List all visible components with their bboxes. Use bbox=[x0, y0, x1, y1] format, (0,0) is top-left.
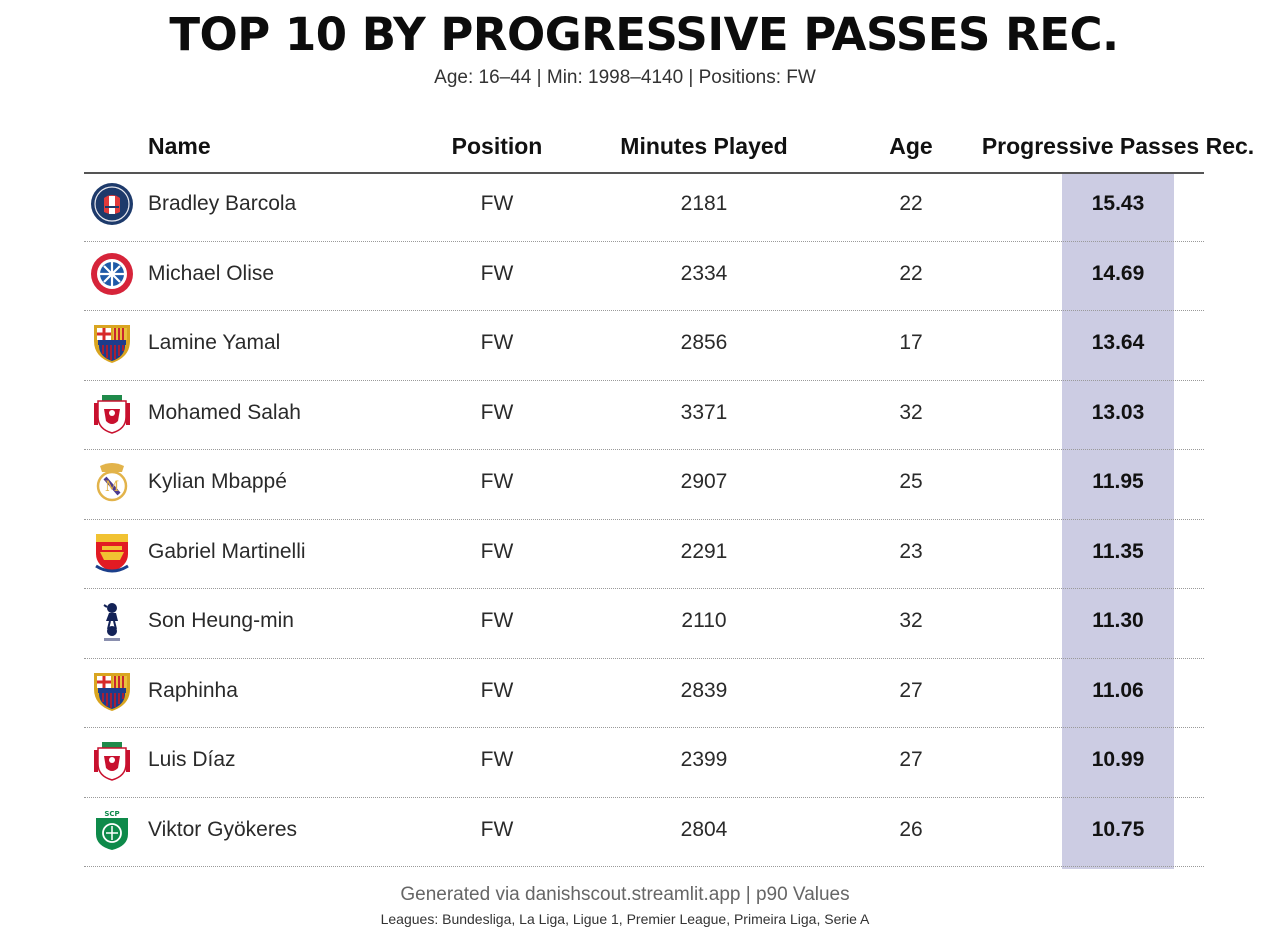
row-separator bbox=[84, 240, 1204, 242]
minutes-played: 2291 bbox=[680, 539, 728, 563]
player-position: FW bbox=[480, 192, 514, 215]
column-header-name: Name bbox=[148, 133, 211, 159]
player-name: Son Heung-min bbox=[148, 609, 294, 632]
real-madrid-crest-icon: M bbox=[90, 460, 134, 504]
column-header-progressive-passes: Progressive Passes Rec. bbox=[981, 133, 1255, 159]
player-position: FW bbox=[480, 678, 514, 702]
header-rule bbox=[84, 172, 1204, 174]
player-age: 22 bbox=[899, 261, 923, 285]
minutes-played: 2399 bbox=[680, 748, 728, 771]
player-name: Gabriel Martinelli bbox=[148, 539, 306, 563]
svg-text:SCP: SCP bbox=[104, 810, 119, 818]
table-row: M Kylian Mbappé FW 2907 25 11.95 bbox=[0, 450, 1280, 520]
progressive-passes-value: 11.30 bbox=[1092, 609, 1144, 632]
progressive-passes-value: 14.69 bbox=[1091, 261, 1145, 285]
column-header-position: Position bbox=[451, 133, 543, 159]
footer-leagues: Leagues: Bundesliga, La Liga, Ligue 1, P… bbox=[380, 911, 870, 927]
player-age: 32 bbox=[899, 609, 923, 632]
minutes-played: 2907 bbox=[680, 470, 728, 493]
column-header-age: Age bbox=[889, 133, 933, 159]
minutes-played: 2804 bbox=[680, 817, 728, 841]
table-row: Son Heung-min FW 2110 32 11.30 bbox=[0, 589, 1280, 659]
table-row: Raphinha FW 2839 27 11.06 bbox=[0, 659, 1280, 728]
player-name: Luis Díaz bbox=[148, 748, 236, 771]
minutes-played: 2110 bbox=[681, 609, 727, 632]
player-name: Michael Olise bbox=[148, 261, 275, 285]
chart-subtitle: Age: 16–44 | Min: 1998–4140 | Positions:… bbox=[434, 67, 816, 88]
player-position: FW bbox=[480, 400, 514, 424]
player-name: Mohamed Salah bbox=[148, 400, 301, 424]
bayern-crest-icon bbox=[90, 252, 134, 296]
minutes-played: 2856 bbox=[680, 331, 728, 354]
column-header-minutes: Minutes Played bbox=[620, 133, 788, 159]
player-name: Kylian Mbappé bbox=[148, 470, 287, 493]
player-name: Viktor Gyökeres bbox=[148, 817, 297, 841]
row-separator bbox=[84, 866, 1204, 867]
player-age: 32 bbox=[899, 400, 923, 424]
row-separator bbox=[84, 588, 1204, 589]
minutes-played: 2334 bbox=[680, 261, 728, 285]
liverpool-crest-icon bbox=[90, 391, 134, 435]
player-position: FW bbox=[480, 261, 514, 285]
player-age: 27 bbox=[899, 678, 923, 702]
progressive-passes-value: 11.06 bbox=[1092, 678, 1144, 702]
value-column-highlight bbox=[1062, 174, 1174, 869]
progressive-passes-value: 13.64 bbox=[1091, 331, 1145, 354]
player-name: Bradley Barcola bbox=[148, 192, 297, 215]
row-separator bbox=[84, 379, 1204, 381]
chart-title: TOP 10 BY PROGRESSIVE PASSES REC. bbox=[169, 8, 1119, 61]
table-row: Luis Díaz FW 2399 27 10.99 bbox=[0, 728, 1280, 798]
progressive-passes-value: 11.35 bbox=[1092, 539, 1144, 563]
player-position: FW bbox=[480, 470, 514, 493]
player-age: 23 bbox=[899, 539, 923, 563]
progressive-passes-value: 11.95 bbox=[1092, 470, 1144, 493]
player-name: Lamine Yamal bbox=[148, 331, 281, 354]
player-age: 27 bbox=[899, 748, 923, 771]
table-row: Bradley Barcola FW 2181 22 15.43 bbox=[0, 172, 1280, 242]
sporting-crest-icon: SCP bbox=[90, 808, 134, 852]
row-separator bbox=[84, 727, 1204, 728]
player-age: 22 bbox=[899, 192, 923, 215]
row-separator bbox=[84, 796, 1204, 798]
tottenham-crest-icon bbox=[90, 599, 134, 643]
row-separator bbox=[84, 657, 1204, 659]
psg-crest-icon bbox=[90, 182, 134, 226]
player-name: Raphinha bbox=[148, 678, 238, 702]
progressive-passes-value: 10.75 bbox=[1091, 817, 1145, 841]
minutes-played: 2839 bbox=[680, 678, 728, 702]
barcelona-crest-icon bbox=[90, 669, 134, 713]
arsenal-crest-icon bbox=[90, 530, 134, 574]
minutes-played: 3371 bbox=[680, 400, 728, 424]
progressive-passes-value: 10.99 bbox=[1091, 748, 1145, 771]
svg-text:M: M bbox=[105, 479, 119, 495]
liverpool-crest-icon bbox=[90, 738, 134, 782]
player-position: FW bbox=[480, 609, 514, 632]
player-position: FW bbox=[480, 817, 514, 841]
player-position: FW bbox=[480, 748, 514, 771]
row-separator bbox=[84, 449, 1204, 450]
row-separator bbox=[84, 310, 1204, 311]
table-row: SCP Viktor Gyökeres FW 2804 26 10.75 bbox=[0, 798, 1280, 867]
player-age: 17 bbox=[899, 331, 923, 354]
table-row: Michael Olise FW 2334 22 14.69 bbox=[0, 242, 1280, 311]
player-position: FW bbox=[480, 539, 514, 563]
row-separator bbox=[84, 518, 1204, 520]
barcelona-crest-icon bbox=[90, 321, 134, 365]
progressive-passes-value: 15.43 bbox=[1091, 192, 1145, 215]
table-row: Mohamed Salah FW 3371 32 13.03 bbox=[0, 381, 1280, 450]
player-age: 26 bbox=[899, 817, 923, 841]
minutes-played: 2181 bbox=[680, 192, 728, 215]
table-row: Gabriel Martinelli FW 2291 23 11.35 bbox=[0, 520, 1280, 589]
footer-source: Generated via danishscout.streamlit.app … bbox=[400, 884, 850, 905]
player-position: FW bbox=[480, 331, 514, 354]
table-row: Lamine Yamal FW 2856 17 13.64 bbox=[0, 311, 1280, 381]
progressive-passes-value: 13.03 bbox=[1091, 400, 1145, 424]
player-age: 25 bbox=[899, 470, 923, 493]
